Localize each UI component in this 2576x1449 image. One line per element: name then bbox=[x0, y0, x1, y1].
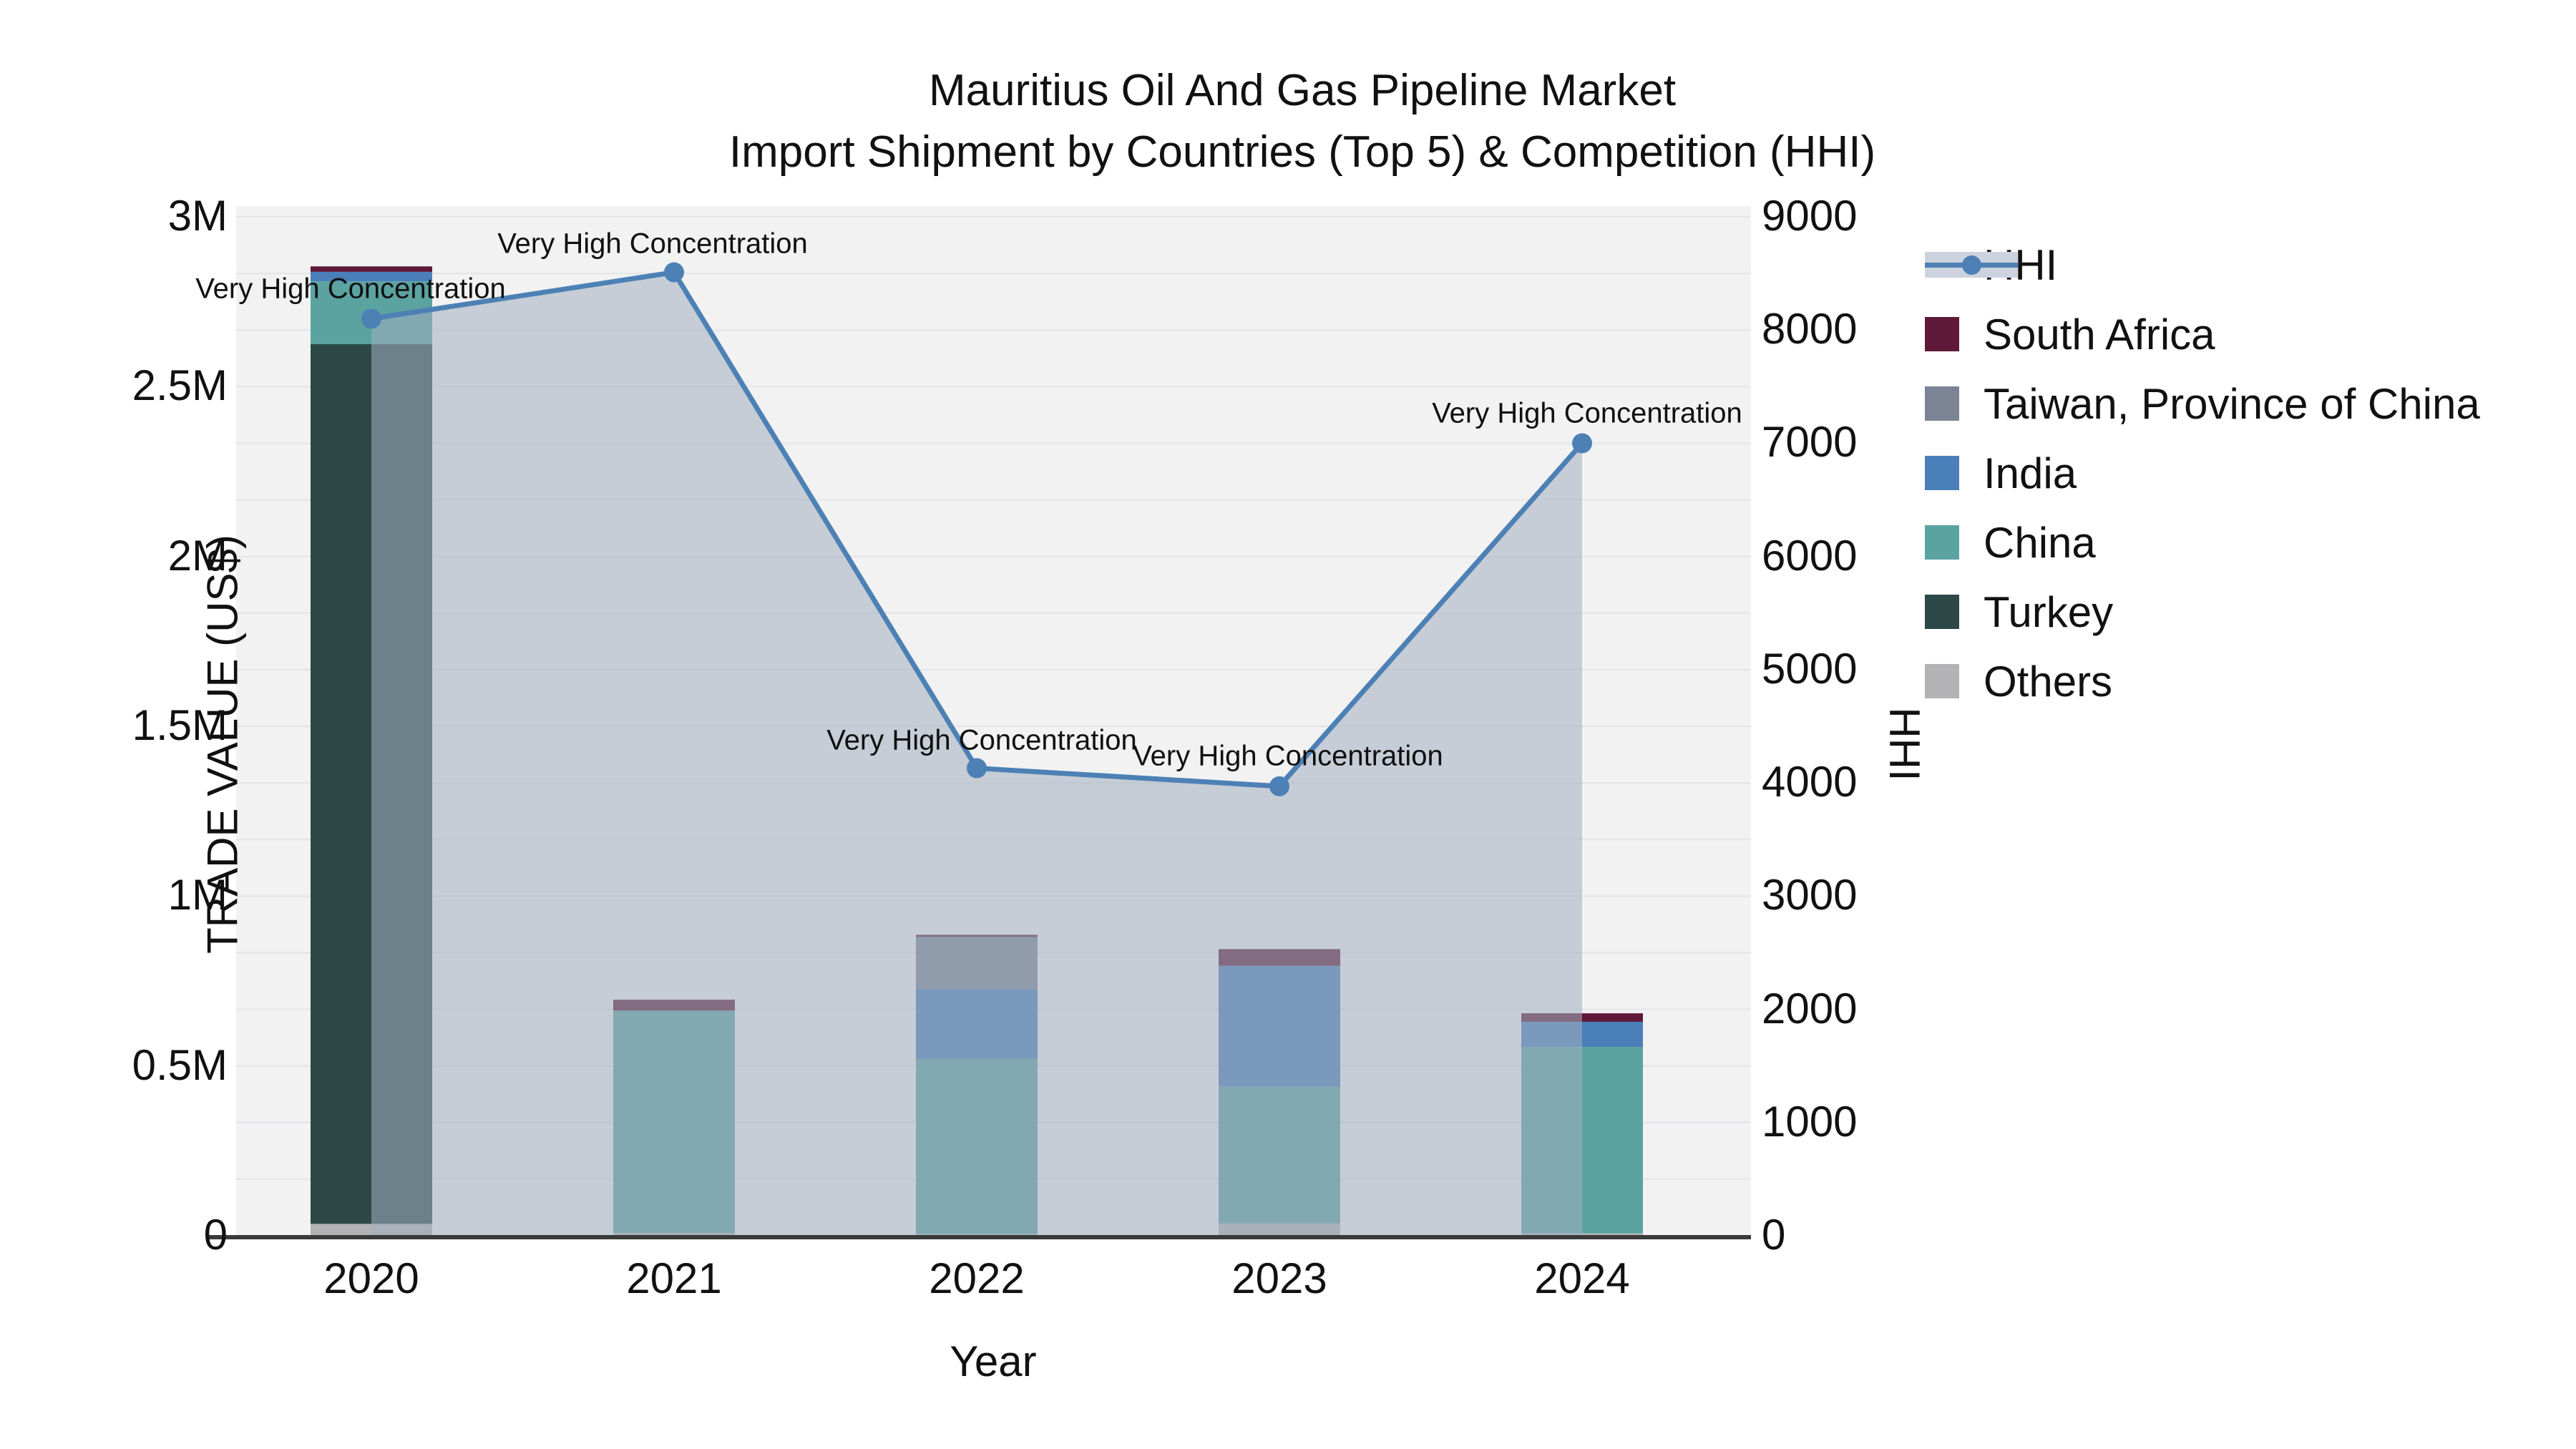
y-right-tick-label: 5000 bbox=[1762, 644, 1858, 693]
legend-swatch-south_africa bbox=[1925, 317, 1959, 351]
legend-label: China bbox=[1984, 518, 2096, 567]
legend-swatch-turkey bbox=[1925, 595, 1959, 629]
legend-swatch-others bbox=[1925, 664, 1959, 698]
hhi-line-legend-icon bbox=[1925, 245, 2018, 285]
y-right-tick-label: 6000 bbox=[1762, 531, 1858, 580]
legend-label: Others bbox=[1984, 657, 2113, 706]
legend-label: Taiwan, Province of China bbox=[1984, 379, 2480, 428]
y-left-tick-label: 2M bbox=[167, 531, 228, 580]
hhi-marker-2022 bbox=[967, 758, 987, 779]
x-tick-label: 2023 bbox=[1231, 1254, 1327, 1302]
legend-item-turkey: Turkey bbox=[1925, 583, 2113, 640]
x-axis-title: Year bbox=[950, 1337, 1037, 1385]
x-tick-label: 2020 bbox=[323, 1254, 419, 1302]
legend-swatch-china bbox=[1925, 525, 1959, 560]
y-right-tick-label: 2000 bbox=[1762, 984, 1858, 1033]
legend-item-others: Others bbox=[1925, 653, 2112, 710]
y-right-tick-label: 8000 bbox=[1762, 305, 1858, 353]
legend-label: India bbox=[1984, 449, 2077, 497]
annotation-2021: Very High Concentration bbox=[497, 228, 808, 260]
y-right-tick-label: 0 bbox=[1762, 1211, 1786, 1259]
annotation-2022: Very High Concentration bbox=[826, 724, 1137, 756]
x-tick-label: 2024 bbox=[1534, 1254, 1630, 1302]
hhi-marker-2020 bbox=[361, 308, 381, 329]
legend-label: Turkey bbox=[1984, 587, 2114, 636]
y-left-tick-label: 0.5M bbox=[132, 1040, 228, 1089]
y-left-tick-label: 3M bbox=[167, 192, 228, 240]
y-right-tick-label: 7000 bbox=[1762, 418, 1858, 467]
y-axis-left-title: TRADE VALUE (US$) bbox=[198, 535, 247, 954]
y-right-tick-label: 9000 bbox=[1762, 192, 1858, 240]
hhi-area-fill bbox=[371, 272, 1582, 1236]
bar-segment-south_africa-2020 bbox=[311, 266, 432, 272]
hhi-marker-swatch bbox=[1962, 255, 1981, 275]
y-right-tick-label: 1000 bbox=[1762, 1097, 1858, 1146]
legend-swatch-taiwan bbox=[1925, 386, 1959, 421]
legend-item-taiwan-province-of-china: Taiwan, Province of China bbox=[1925, 375, 2480, 432]
legend-item-china: China bbox=[1925, 514, 2096, 571]
y-right-tick-label: 4000 bbox=[1762, 758, 1858, 806]
hhi-marker-2021 bbox=[664, 262, 684, 283]
legend-swatch-india bbox=[1925, 456, 1959, 490]
y-right-tick-label: 3000 bbox=[1762, 871, 1858, 919]
x-tick-label: 2021 bbox=[626, 1254, 722, 1302]
legend-label: South Africa bbox=[1984, 310, 2215, 358]
chart-title-line2: Import Shipment by Countries (Top 5) & C… bbox=[728, 127, 1876, 177]
chart-title-line1: Mauritius Oil And Gas Pipeline Market bbox=[928, 66, 1677, 115]
chart-title: Mauritius Oil And Gas Pipeline Market Im… bbox=[701, 60, 1903, 183]
x-tick-label: 2022 bbox=[929, 1254, 1025, 1302]
legend-item-south-africa: South Africa bbox=[1925, 306, 2215, 363]
hhi-marker-2024 bbox=[1572, 433, 1592, 454]
y-left-tick-label: 1M bbox=[167, 871, 228, 919]
annotation-2020: Very High Concentration bbox=[195, 273, 506, 305]
y-left-tick-label: 0 bbox=[203, 1211, 228, 1259]
y-axis-right-title: HHI bbox=[1880, 707, 1929, 781]
legend-item-hhi: HHI bbox=[1925, 236, 2057, 293]
y-left-tick-label: 1.5M bbox=[132, 701, 228, 749]
annotation-2023: Very High Concentration bbox=[1133, 740, 1443, 772]
annotation-2024: Very High Concentration bbox=[1432, 397, 1742, 429]
hhi-marker-2023 bbox=[1269, 776, 1289, 796]
bar-segment-india-2020 bbox=[311, 271, 432, 282]
legend-item-india: India bbox=[1925, 444, 2077, 502]
y-left-tick-label: 2.5M bbox=[132, 361, 228, 410]
